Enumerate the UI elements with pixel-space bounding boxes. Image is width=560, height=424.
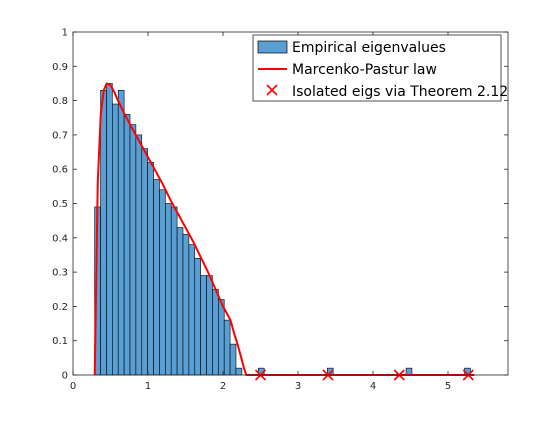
histogram-bar	[176, 227, 184, 376]
histogram-bar	[100, 90, 107, 376]
histogram-bar	[200, 275, 207, 376]
y-tick-label: 0.7	[52, 130, 68, 141]
histogram-bar	[223, 319, 231, 376]
y-tick-label: 0.2	[52, 302, 68, 313]
x-tick-label: 2	[220, 381, 226, 392]
y-tick-label: 0.8	[52, 96, 68, 107]
y-tick-label: 0.5	[52, 199, 68, 210]
histogram-bar	[106, 83, 113, 376]
histogram-bar	[112, 103, 119, 376]
y-tick-label: 0.9	[52, 62, 68, 73]
histogram-bar	[129, 124, 137, 376]
y-tick-label: 1	[62, 28, 68, 39]
histogram-bar	[218, 299, 225, 376]
legend-box	[252, 34, 502, 102]
histogram-bar	[147, 162, 154, 376]
x-tick-label: 1	[145, 381, 151, 392]
legend-label-marker: Isolated eigs via Theorem 2.12	[292, 84, 508, 100]
legend-label-bars: Empirical eigenvalues	[292, 40, 446, 56]
histogram-bar	[117, 90, 125, 376]
isolated-histogram-bar	[405, 367, 413, 376]
histogram-bar	[153, 179, 160, 376]
histogram-bar	[229, 343, 237, 376]
y-tick-label: 0.3	[52, 268, 68, 279]
legend-label-line: Marcenko-Pastur law	[292, 62, 437, 78]
legend-swatch-marker	[266, 84, 278, 96]
histogram-bar	[159, 189, 166, 376]
histogram-bar	[188, 244, 196, 376]
y-axis-ticks: 0 0.1 0.2 0.3 0.4 0.5 0.6 0.7 0.8 0.9 1	[52, 28, 508, 382]
legend-swatch-bars	[257, 40, 288, 54]
histogram-bar	[141, 148, 148, 376]
x-tick-label: 0	[70, 381, 76, 392]
y-tick-label: 0	[62, 371, 68, 382]
legend: Empirical eigenvalues Marcenko-Pastur la…	[252, 34, 508, 102]
x-tick-label: 4	[370, 381, 376, 392]
histogram-bar	[194, 258, 201, 376]
histogram-bar	[123, 114, 131, 376]
y-tick-label: 0.1	[52, 336, 68, 347]
y-tick-label: 0.6	[52, 165, 68, 176]
histogram-bar	[206, 275, 213, 376]
histogram-bar	[170, 206, 178, 376]
histogram-bar	[235, 367, 243, 376]
histogram-bar	[135, 134, 143, 376]
histogram-bar	[212, 288, 219, 376]
x-tick-label: 5	[445, 381, 451, 392]
y-tick-label: 0.4	[52, 233, 68, 244]
histogram-bar	[182, 234, 190, 376]
histogram-bar	[165, 203, 172, 376]
x-tick-label: 3	[295, 381, 301, 392]
x-axis-ticks: 0 1 2 3 4 5	[70, 32, 451, 392]
